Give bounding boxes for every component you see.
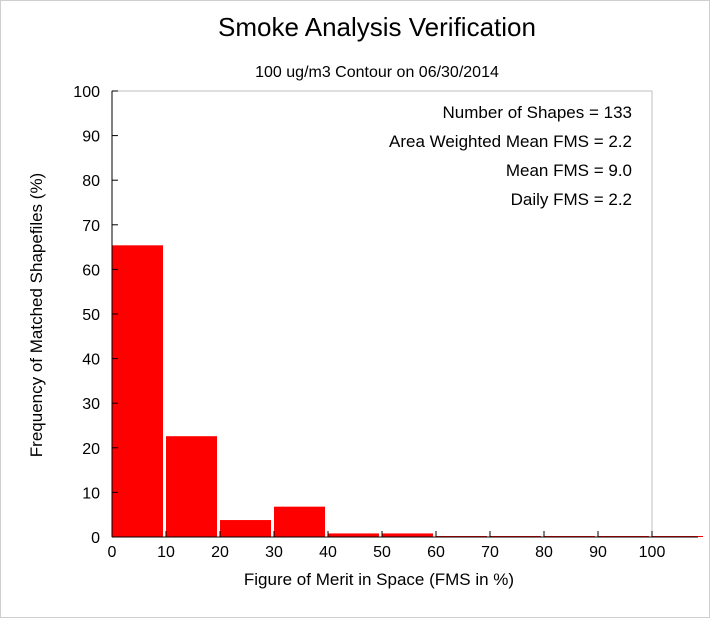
x-axis-ticks: 0 10 20 30 40 50 60 70 80 90 100 (108, 531, 666, 561)
stat-number-of-shapes: Number of Shapes = 133 (443, 103, 632, 122)
y-tick-label-10: 100 (73, 84, 100, 101)
x-tick-label-7: 70 (481, 544, 499, 561)
bars-group (112, 245, 703, 538)
y-tick-label-2: 20 (82, 441, 100, 458)
x-tick-label-10: 100 (639, 544, 666, 561)
histogram-bar-3 (274, 506, 325, 537)
x-tick-label-3: 30 (265, 544, 283, 561)
histogram-bar-1 (166, 436, 217, 537)
x-tick-label-9: 90 (589, 544, 607, 561)
y-axis-label: Frequency of Matched Shapefiles (%) (27, 173, 46, 457)
y-tick-label-6: 60 (82, 262, 100, 279)
x-tick-label-4: 40 (319, 544, 337, 561)
x-tick-label-0: 0 (108, 544, 117, 561)
histogram-bar-0 (112, 245, 163, 538)
y-tick-label-9: 90 (82, 129, 100, 146)
y-tick-label-5: 50 (82, 307, 100, 324)
stat-mean-fms: Mean FMS = 9.0 (506, 161, 632, 180)
x-tick-label-8: 80 (535, 544, 553, 561)
x-tick-label-6: 60 (427, 544, 445, 561)
x-axis-label: Figure of Merit in Space (FMS in %) (244, 570, 514, 589)
y-tick-label-4: 40 (82, 352, 100, 369)
chart-title: Smoke Analysis Verification (218, 12, 536, 42)
histogram-bar-5 (382, 533, 433, 537)
y-tick-label-8: 80 (82, 173, 100, 190)
histogram-bar-4 (328, 533, 379, 537)
histogram-bar-2 (220, 520, 271, 537)
y-tick-label-3: 30 (82, 396, 100, 413)
x-tick-label-1: 10 (157, 544, 175, 561)
chart-subtitle: 100 ug/m3 Contour on 06/30/2014 (255, 64, 499, 81)
x-tick-label-2: 20 (211, 544, 229, 561)
x-tick-label-5: 50 (373, 544, 391, 561)
y-tick-label-7: 70 (82, 218, 100, 235)
y-axis-ticks: 0 10 20 30 40 50 60 70 80 90 100 (73, 84, 118, 547)
y-tick-label-0: 0 (91, 530, 100, 547)
stat-daily-fms: Daily FMS = 2.2 (511, 190, 632, 209)
stats-annotations: Number of Shapes = 133 Area Weighted Mea… (389, 103, 632, 209)
stat-area-weighted-mean-fms: Area Weighted Mean FMS = 2.2 (389, 132, 632, 151)
y-tick-label-1: 10 (82, 485, 100, 502)
